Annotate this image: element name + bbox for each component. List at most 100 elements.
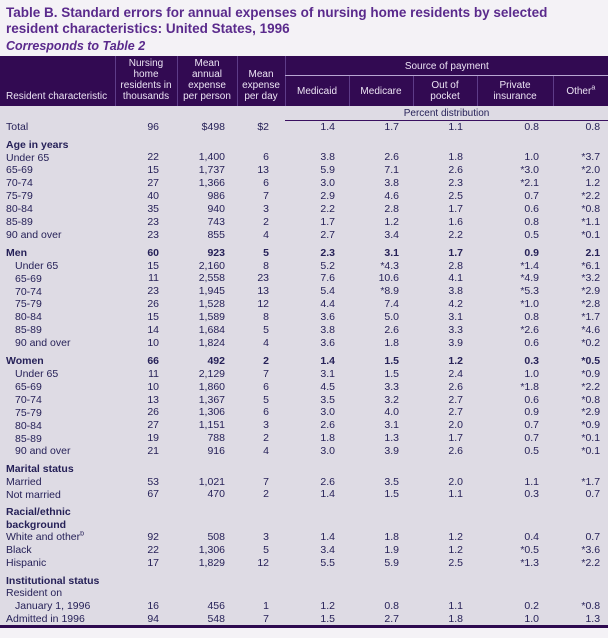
cell: 0.7 xyxy=(524,419,539,432)
col-header-other: Othera xyxy=(552,75,608,106)
cell: *1.0 xyxy=(520,298,539,311)
cell: 2 xyxy=(263,432,269,445)
cell: 7.6 xyxy=(320,272,335,285)
cell: $2 xyxy=(257,120,269,133)
cell: 1.1 xyxy=(524,475,539,488)
row-label: Admitted in 1996 xyxy=(6,612,85,625)
table-row: 75-79 26 1,528 12 4.4 7.4 4.2 *1.0 *2.8 xyxy=(0,298,608,311)
row-label: 90 and over xyxy=(15,337,71,350)
cell: *2.2 xyxy=(581,189,601,202)
table-row: 85-89 19 788 2 1.8 1.3 1.7 0.7 *0.1 xyxy=(0,432,608,445)
cell: *2.0 xyxy=(581,164,601,177)
row-label: Under 65 xyxy=(15,259,59,272)
table-title: Table B. Standard errors for annual expe… xyxy=(6,5,548,37)
cell xyxy=(477,463,553,475)
cell: 7.4 xyxy=(384,298,399,311)
cell: 2.7 xyxy=(384,612,399,625)
cell: 1.0 xyxy=(524,367,539,380)
col-header-out-of-pocket: Out of pocket xyxy=(412,75,477,106)
cell xyxy=(553,506,608,531)
cell: 508 xyxy=(207,531,225,544)
cell: 548 xyxy=(207,612,225,625)
title-block: Table B. Standard errors for annual expe… xyxy=(0,0,608,56)
row-label: 70-74 xyxy=(15,393,42,406)
cell: 5 xyxy=(263,544,269,557)
section-row: Marital status xyxy=(0,463,608,475)
table-row: 70-74 27 1,366 6 3.0 3.8 2.3 *2.1 1.2 xyxy=(0,177,608,190)
row-label: Total xyxy=(6,120,29,133)
cell: 1.7 xyxy=(384,120,399,133)
cell: *2.8 xyxy=(581,298,601,311)
cell: 3.1 xyxy=(320,367,335,380)
cell: 3 xyxy=(263,202,269,215)
cell: 2.5 xyxy=(448,556,463,569)
cell: 2.6 xyxy=(384,151,399,164)
row-label: 85-89 xyxy=(15,432,42,445)
cell: 2.2 xyxy=(448,228,463,241)
cell xyxy=(413,463,477,475)
row-label: Under 65 xyxy=(6,151,50,164)
cell: 12 xyxy=(257,298,269,311)
cell: 2.5 xyxy=(448,189,463,202)
cell: 1.6 xyxy=(448,215,463,228)
cell: 12 xyxy=(257,556,269,569)
cell: 1.7 xyxy=(448,202,463,215)
cell: 3.6 xyxy=(320,311,335,324)
cell: 96 xyxy=(147,120,159,133)
cell xyxy=(177,587,237,599)
cell: 1.5 xyxy=(384,488,399,501)
cell: 1,945 xyxy=(198,285,225,298)
cell: 1,829 xyxy=(198,556,225,569)
cell xyxy=(349,139,413,151)
row-label: January 1, 1996 xyxy=(15,599,91,612)
cell: *1.7 xyxy=(581,311,601,324)
cell: 0.7 xyxy=(585,488,601,501)
cell: 10 xyxy=(147,380,159,393)
cell: 67 xyxy=(147,488,159,501)
table-row: 75-79 26 1,306 6 3.0 4.0 2.7 0.9 *2.9 xyxy=(0,406,608,419)
cell: 16 xyxy=(147,599,159,612)
section-row: Racial/ethnic background xyxy=(0,506,608,531)
cell: 4.2 xyxy=(448,298,463,311)
row-label: 85-89 xyxy=(15,324,42,337)
cell: *0.2 xyxy=(581,336,601,349)
cell: 0.8 xyxy=(524,311,539,324)
cell: *2.9 xyxy=(581,285,601,298)
cell: *1.8 xyxy=(520,380,539,393)
cell: *8.9 xyxy=(380,285,399,298)
cell xyxy=(285,587,349,599)
table-row: Under 65 22 1,400 6 3.8 2.6 1.8 1.0 *3.7 xyxy=(0,151,608,164)
cell: *0.9 xyxy=(581,419,601,432)
cell: 1,860 xyxy=(198,380,225,393)
row-label: 70-74 xyxy=(6,177,33,190)
cell: 1.3 xyxy=(384,432,399,445)
cell: 0.5 xyxy=(524,228,539,241)
cell xyxy=(115,506,177,531)
cell: 1,367 xyxy=(198,393,225,406)
section-label: Marital status xyxy=(6,463,74,476)
cell xyxy=(237,463,285,475)
cell: 2.7 xyxy=(448,393,463,406)
row-label: Men xyxy=(6,246,27,259)
cell xyxy=(553,463,608,475)
cell: 2 xyxy=(263,354,269,367)
row-label: Women xyxy=(6,355,44,368)
row-label: Under 65 xyxy=(15,368,59,380)
table-row: Resident on xyxy=(0,587,608,599)
cell: 0.3 xyxy=(524,354,539,367)
cell: 1.8 xyxy=(384,531,399,544)
cell xyxy=(177,139,237,151)
section-label: Age in years xyxy=(6,138,69,151)
cell: 2.3 xyxy=(448,177,463,190)
table-row: White and otherb 92 508 3 1.4 1.8 1.2 0.4 0.7 xyxy=(0,531,608,544)
cell xyxy=(553,139,608,151)
cell: 3.6 xyxy=(320,336,335,349)
cell xyxy=(115,463,177,475)
cell: 7 xyxy=(263,189,269,202)
cell: 13 xyxy=(257,285,269,298)
cell: 1,737 xyxy=(198,164,225,177)
cell: 40 xyxy=(147,189,159,202)
row-label: Black xyxy=(6,544,32,557)
cell: 23 xyxy=(147,215,159,228)
cell xyxy=(285,463,349,475)
